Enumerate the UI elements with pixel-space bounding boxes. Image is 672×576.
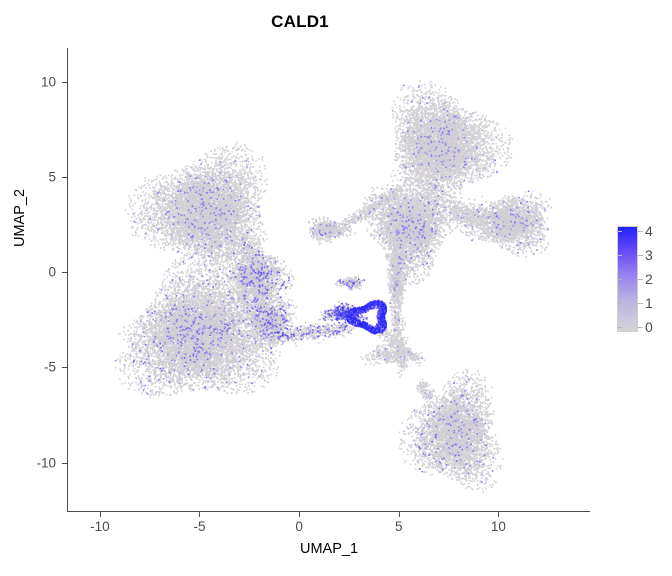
y-tick-label-text: 10 (40, 74, 56, 90)
legend-tick-mark-inner (617, 279, 622, 280)
x-tick-mark (398, 512, 400, 517)
legend-label: 4 (645, 223, 653, 239)
legend-tick-mark (638, 255, 643, 256)
color-legend: 4 3 2 1 0 (612, 220, 672, 342)
legend-tick-mark-inner (617, 303, 622, 304)
y-tick-label: 5 (48, 170, 64, 185)
plot-panel (68, 48, 590, 512)
y-axis-line (67, 48, 68, 512)
y-tick-mark (62, 367, 67, 369)
y-tick-label: 10 (41, 75, 71, 90)
legend-tick-mark-inner (617, 231, 622, 232)
y-axis-label: UMAP_2 (12, 188, 28, 248)
legend-label: 2 (645, 271, 653, 287)
x-tick-mark (199, 512, 201, 517)
y-tick-mark (62, 462, 67, 464)
legend-label: 1 (645, 295, 653, 311)
y-tick-label-text: -5 (43, 359, 56, 375)
x-tick-label: -5 (193, 519, 206, 534)
x-tick-label: 0 (295, 519, 303, 534)
x-tick-label: -10 (90, 519, 110, 534)
legend-tick-mark (638, 231, 643, 232)
y-tick-mark (62, 272, 67, 274)
y-tick-mark (62, 82, 67, 84)
y-tick-label-text: 5 (48, 169, 56, 185)
scatter-points-layer (68, 48, 590, 512)
y-tick-label-text: 0 (48, 264, 56, 280)
x-tick-label: 5 (394, 519, 403, 534)
page-title: CALD1 (271, 12, 329, 31)
legend-tick-mark (638, 303, 643, 304)
x-tick-label: 10 (490, 519, 506, 534)
legend-label: 3 (645, 247, 653, 263)
x-axis-line (68, 511, 590, 512)
y-tick-mark (62, 177, 67, 179)
legend-tick-mark-inner (617, 327, 622, 328)
legend-tick-mark (638, 279, 643, 280)
x-axis-label: UMAP_1 (299, 541, 359, 557)
x-tick-mark (498, 512, 500, 517)
legend-tick-mark-inner (617, 255, 622, 256)
x-tick-mark (299, 512, 301, 517)
y-tick-label: 0 (48, 265, 64, 280)
y-tick-label-text: -10 (36, 455, 56, 471)
y-tick-label: -10 (36, 455, 76, 470)
legend-label: 0 (645, 319, 653, 335)
y-tick-label: -5 (44, 360, 68, 375)
x-tick-mark (99, 512, 101, 517)
legend-tick-mark (638, 327, 643, 328)
